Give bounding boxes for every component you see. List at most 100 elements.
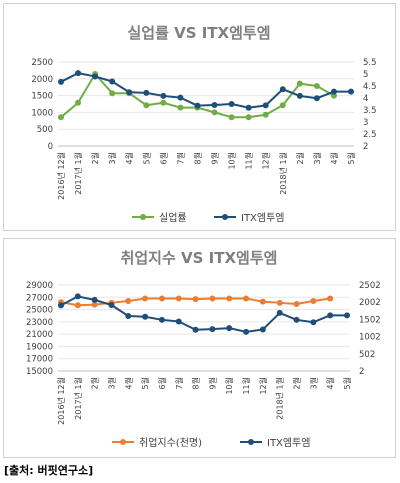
data-point [125, 297, 132, 304]
data-point [74, 302, 81, 309]
data-point [243, 295, 250, 302]
legend-label: ITX엠투엠 [241, 212, 285, 224]
data-point [108, 302, 115, 309]
y-right-tick-label: 2.5 [363, 130, 377, 140]
data-point [91, 301, 98, 308]
chart-title: 취업지수 VS ITX엠투엠 [121, 249, 278, 267]
data-point [58, 302, 64, 309]
legend-marker [120, 439, 126, 445]
y-right-tick-label: 502 [359, 350, 375, 360]
y-right-tick-label: 2502 [359, 281, 381, 291]
x-tick-label: 2016년 12월 [56, 152, 66, 200]
y-left-tick-label: 29000 [26, 281, 53, 291]
y-left-tick-label: 1000 [31, 108, 53, 118]
y-left-tick-label: 27000 [26, 293, 53, 303]
data-point [109, 90, 116, 97]
x-tick-label: 4월 [329, 152, 339, 164]
data-point [211, 109, 218, 116]
x-tick-label: 4월 [325, 377, 335, 389]
data-point [92, 73, 99, 80]
data-point [293, 301, 300, 308]
x-tick-label: 8월 [192, 152, 202, 164]
chart-panel-unemployment: 실업률 VS ITX엠투엠 0 500 1000 1500 2000 2500 2 2.5 3 3.… [3, 3, 396, 231]
data-point [75, 70, 82, 77]
data-point [160, 92, 167, 99]
x-tick-label: 11월 [241, 377, 251, 395]
employment-vs-itx-chart: 취업지수 VS ITX엠투엠 15000 17000 19000 21000 23000 2… [26, 249, 381, 449]
data-point [279, 102, 286, 109]
data-point [125, 313, 132, 320]
series-line-primary [60, 72, 351, 109]
x-tick-label: 4월 [124, 152, 134, 164]
x-tick-label: 3월 [312, 152, 322, 164]
x-tick-label: 2월 [90, 377, 100, 389]
x-tick-label: 7월 [175, 152, 185, 164]
data-point [143, 89, 150, 96]
y-right-tick-label: 1502 [359, 315, 381, 325]
x-tick-label: 5월 [346, 152, 356, 164]
chart-title: 실업률 VS ITX엠투엠 [127, 24, 270, 42]
data-point [142, 295, 149, 302]
y-right-tick-label: 2 [363, 142, 368, 152]
data-point [226, 295, 233, 302]
data-point [327, 312, 334, 319]
unemployment-vs-itx-chart: 실업률 VS ITX엠투엠 0 500 1000 1500 2000 2500 2 2.5 3 3.… [31, 24, 377, 224]
x-tick-label: 6월 [157, 377, 167, 389]
data-point [209, 326, 216, 333]
legend-label: 취업지수(천명) [139, 436, 202, 449]
y-left-tick-label: 25000 [26, 306, 53, 316]
legend-label: 실업률 [159, 211, 187, 224]
data-point [262, 111, 269, 118]
data-point [293, 316, 300, 323]
legend-label: ITX엠투엠 [267, 437, 311, 449]
data-point [91, 296, 98, 303]
data-point [344, 312, 350, 319]
y-left-tick-label: 15000 [26, 367, 53, 377]
legend-marker [140, 214, 146, 220]
x-tick-label: 12월 [261, 152, 271, 170]
data-point [158, 295, 165, 302]
data-point [226, 325, 233, 332]
data-point [296, 92, 303, 99]
data-point [192, 296, 199, 303]
data-point [245, 114, 252, 121]
y-left-tick-label: 19000 [26, 342, 53, 352]
data-point [310, 319, 317, 326]
data-point [228, 114, 235, 121]
data-point [259, 298, 266, 305]
y-left-tick-label: 2500 [31, 58, 53, 68]
data-point [175, 318, 182, 325]
legend-marker [248, 439, 254, 445]
x-tick-label: 2017년 1월 [73, 152, 83, 195]
y-right-tick-label: 4.5 [363, 82, 377, 92]
y-left-tick-label: 0 [48, 142, 53, 152]
data-point [348, 88, 354, 95]
y-right-tick-label: 3.5 [363, 106, 377, 116]
data-point [142, 313, 149, 320]
data-point [177, 104, 184, 111]
x-tick-label: 10월 [227, 152, 237, 170]
x-tick-label: 2018년 1월 [275, 377, 285, 420]
x-tick-label: 9월 [207, 377, 217, 389]
data-point [243, 328, 250, 335]
x-tick-label: 5월 [342, 377, 352, 389]
data-point [262, 102, 269, 109]
x-tick-label: 6월 [158, 152, 168, 164]
y-right-tick-label: 2002 [359, 298, 381, 308]
data-point [158, 316, 165, 323]
y-right-tick-label: 4 [363, 94, 368, 104]
x-tick-label: 2017년 1월 [73, 377, 83, 420]
x-tick-label: 3월 [106, 377, 116, 389]
x-tick-label: 7월 [174, 377, 184, 389]
x-tick-label: 10월 [224, 377, 234, 395]
data-point [126, 89, 133, 96]
y-left-tick-label: 1500 [31, 92, 53, 102]
data-point [276, 299, 283, 306]
data-point [310, 297, 317, 304]
data-point [245, 104, 252, 111]
x-tick-label: 12월 [258, 377, 268, 395]
data-point [109, 78, 116, 85]
y-right-tick-label: 1002 [359, 333, 381, 343]
data-point [276, 309, 283, 316]
y-right-tick-label: 2 [359, 367, 364, 377]
